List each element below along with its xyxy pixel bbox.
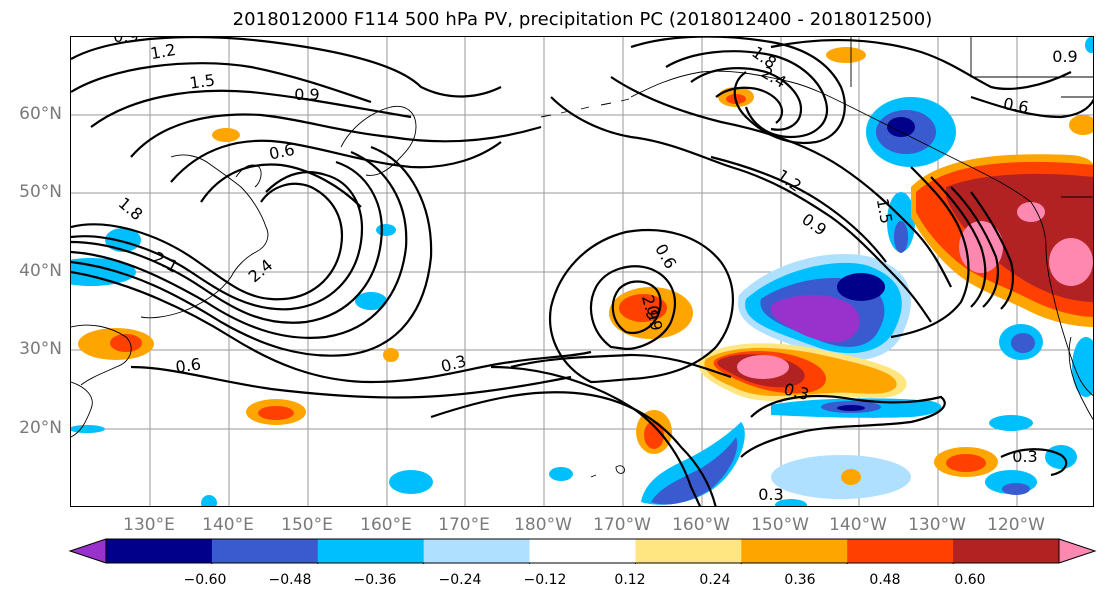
lon-label-160w: 160°W [672,515,730,535]
precip-blob [837,405,865,411]
precip-blob [619,294,667,322]
map-title: 2018012000 F114 500 hPa PV, precipitatio… [232,9,933,30]
colorbar-segment [847,539,954,563]
contour-label: 1.2 [773,165,805,195]
colorbar-segment [635,539,742,563]
precip-blob [71,425,105,433]
precip-blob [376,224,396,236]
precip-blob [1011,333,1035,353]
contour-label: 1.2 [149,40,177,63]
lon-label-150w: 150°W [751,515,809,535]
precip-blob [737,355,789,379]
contour-label: 0.6 [267,140,296,164]
precip-blob [1045,445,1077,469]
lon-label-120w: 120°W [987,515,1045,535]
lon-label-170w: 170°W [593,515,651,535]
colorbar-tick-label: −0.36 [353,572,397,588]
map-panel: 0.91.21.50.90.61.82.12.40.60.30.62.90.91… [70,36,1094,507]
precip-blob [841,469,861,485]
contour-label: 0.9 [294,85,319,104]
precip-blob [644,421,664,449]
precip-blob [258,406,294,420]
contour-label: 2.4 [245,255,277,286]
precip-blob [1072,337,1093,397]
colorbar-tick-label: 0.36 [784,572,816,588]
map-plot: 0.91.21.50.90.61.82.12.40.60.30.62.90.91… [71,37,1093,506]
precip-blob [946,454,986,472]
precip-blob [212,128,240,142]
contour-label: 0.3 [758,485,783,504]
colorbar-segment [106,539,213,563]
precip-blob [651,437,738,505]
lat-label-40n: 40°N [19,261,62,281]
precip-blob [1002,483,1030,495]
lat-label-50n: 50°N [19,182,62,202]
precip-blob [389,470,433,494]
precip-blob [110,334,142,352]
precip-blob [1049,238,1093,286]
lon-label-170e: 170°E [438,515,490,535]
colorbar-extend-high [1059,539,1095,563]
precip-blob [837,273,885,301]
colorbar-tick-label: 0.60 [954,572,986,588]
colorbar-tick-label: −0.60 [183,572,227,588]
lon-label-140w: 140°W [829,515,887,535]
contour-label: 1.8 [115,193,147,224]
colorbar-extend-low [70,539,106,563]
precip-blob [770,294,860,343]
contour-label: 0.6 [174,354,202,376]
contour-label: 0.9 [113,37,138,46]
coastlines [71,37,1093,478]
precip-shading [71,37,1093,506]
colorbar-tick-label: −0.48 [268,572,312,588]
lon-label-180w: 180°W [514,515,572,535]
lon-label-160e: 160°E [360,515,412,535]
precip-blob [383,348,399,362]
precip-blob [201,495,217,506]
precip-blob [989,415,1033,431]
colorbar-segment [423,539,531,563]
contour-label: 1.5 [873,197,896,225]
precip-blob [641,422,745,505]
precip-blob [775,499,807,506]
colorbar-tick-label: 0.24 [699,572,731,588]
colorbar-tick-label: 0.48 [869,572,901,588]
precip-blob [1085,37,1093,53]
lon-label-130e: 130°E [123,515,175,535]
precip-blob [71,258,136,286]
colorbar-segment [317,539,425,563]
contour-label: 1.5 [188,70,216,92]
precip-blob [105,228,141,252]
contour-label: 0.6 [651,240,680,272]
lat-label-60n: 60°N [19,104,62,124]
lon-label-130w: 130°W [908,515,966,535]
precip-blob [826,47,866,63]
contour-label: 0.9 [1052,47,1077,66]
colorbar-tick-label: −0.12 [523,572,567,588]
precip-blob [894,221,908,253]
precip-blob [1069,115,1093,135]
precip-blob [887,117,915,137]
contour-label: 0.3 [1012,447,1037,466]
colorbar-segment [529,539,636,563]
precip-blob [1017,202,1045,222]
contour-label: 0.6 [1002,94,1030,117]
colorbar-tick-label: −0.24 [438,572,482,588]
lat-label-30n: 30°N [19,339,62,359]
colorbar [68,538,1097,564]
contour-label: 0.9 [643,304,666,332]
colorbar-segment [953,539,1060,563]
pv-contours [71,37,1093,506]
lat-label-20n: 20°N [19,418,62,438]
colorbar-tick-label: 0.12 [614,572,646,588]
precip-blob [549,467,573,481]
precip-blob [355,292,387,310]
lon-label-140e: 140°E [202,515,254,535]
colorbar-segment [741,539,848,563]
lon-label-150e: 150°E [281,515,333,535]
colorbar-segment [211,539,319,563]
